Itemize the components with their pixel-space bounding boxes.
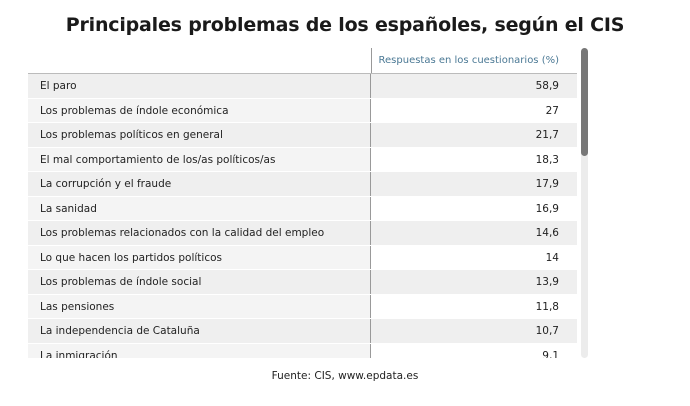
page-title: Principales problemas de los españoles, … <box>65 14 625 36</box>
row-label: Las pensiones <box>28 294 371 318</box>
row-value: 9,1 <box>371 343 577 358</box>
row-value: 27 <box>371 98 577 122</box>
table-row: El mal comportamiento de los/as político… <box>28 147 577 172</box>
table-row: La sanidad 16,9 <box>28 196 577 221</box>
table-row: La corrupción y el fraude 17,9 <box>28 172 577 197</box>
row-value: 14,6 <box>371 221 577 245</box>
table-header: Respuestas en los cuestionarios (%) <box>28 48 577 74</box>
data-table: Respuestas en los cuestionarios (%) El p… <box>28 48 577 358</box>
row-value: 17,9 <box>371 172 577 196</box>
table-row: Los problemas políticos en general 21,7 <box>28 123 577 148</box>
row-value: 18,3 <box>371 147 577 171</box>
scrollbar[interactable] <box>581 48 588 358</box>
row-label: Los problemas políticos en general <box>28 123 371 147</box>
source-note: Fuente: CIS, www.epdata.es <box>271 370 419 382</box>
table-row: La independencia de Cataluña 10,7 <box>28 319 577 344</box>
row-label: El mal comportamiento de los/as político… <box>28 147 371 171</box>
row-label: La independencia de Cataluña <box>28 319 371 343</box>
row-value: 11,8 <box>371 294 577 318</box>
row-label: Lo que hacen los partidos políticos <box>28 245 371 269</box>
table-row: El paro 58,9 <box>28 74 577 99</box>
table-row: Las pensiones 11,8 <box>28 294 577 319</box>
row-label: La corrupción y el fraude <box>28 172 371 196</box>
row-label: La inmigración <box>28 343 371 358</box>
row-value: 58,9 <box>371 74 577 98</box>
row-label: Los problemas de índole económica <box>28 98 371 122</box>
row-label: Los problemas de índole social <box>28 270 371 294</box>
row-value: 16,9 <box>371 196 577 220</box>
row-value: 14 <box>371 245 577 269</box>
row-value: 21,7 <box>371 123 577 147</box>
row-label: Los problemas relacionados con la calida… <box>28 221 371 245</box>
table-row: Los problemas relacionados con la calida… <box>28 221 577 246</box>
row-label: El paro <box>28 74 371 98</box>
table-row: Lo que hacen los partidos políticos 14 <box>28 245 577 270</box>
row-label: La sanidad <box>28 196 371 220</box>
row-value: 13,9 <box>371 270 577 294</box>
header-label-cell <box>28 48 372 73</box>
table-row: La inmigración 9,1 <box>28 343 577 358</box>
header-value-cell[interactable]: Respuestas en los cuestionarios (%) <box>378 55 559 66</box>
scrollbar-thumb[interactable] <box>581 48 588 156</box>
row-value: 10,7 <box>371 319 577 343</box>
table-row: Los problemas de índole económica 27 <box>28 98 577 123</box>
table-row: Los problemas de índole social 13,9 <box>28 270 577 295</box>
